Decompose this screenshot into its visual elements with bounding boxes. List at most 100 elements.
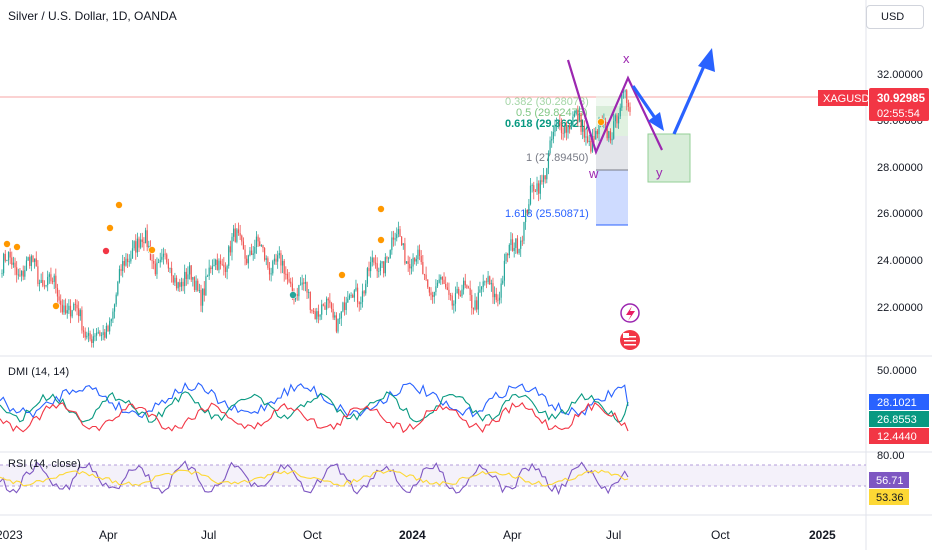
candle-body — [280, 253, 282, 266]
candle-body — [467, 287, 470, 289]
candle-body — [511, 239, 514, 251]
candle-body — [453, 303, 455, 306]
candle-body — [459, 294, 461, 296]
candle-body — [319, 314, 321, 317]
candle-body — [110, 319, 112, 322]
currency-button[interactable]: USD — [866, 5, 924, 29]
candle-body — [133, 241, 135, 249]
time-tick: Apr — [99, 528, 118, 542]
time-tick: Apr — [503, 528, 522, 542]
candle-body — [270, 273, 272, 275]
candle-body — [260, 245, 262, 247]
candle-body — [342, 302, 344, 312]
candle-body — [463, 280, 465, 290]
candle-body — [399, 229, 401, 237]
fib-retracement[interactable]: 0.382 (30.28073) 0.5 (29.82475) 0.618 (2… — [505, 96, 628, 226]
candle-body — [596, 130, 598, 135]
candle-body — [107, 325, 109, 332]
candle-body — [588, 140, 590, 142]
candle-body — [384, 257, 386, 274]
lightning-icon[interactable] — [620, 303, 640, 323]
candle-body — [374, 262, 377, 264]
candle-body — [538, 183, 540, 194]
candle-body — [541, 180, 543, 182]
candle-body — [299, 284, 302, 286]
candle-body — [368, 268, 370, 272]
candle-body — [236, 229, 238, 242]
candle-body — [438, 279, 440, 283]
candle-body — [3, 253, 5, 274]
candle-body — [254, 246, 256, 254]
candle-body — [471, 295, 473, 308]
candle-body — [472, 307, 475, 310]
candle-body — [454, 293, 457, 304]
up-arrow-shaft — [672, 65, 706, 135]
last-price-badge[interactable]: XAGUSD 30.92985 02:55:54 — [818, 88, 929, 121]
candle-body — [415, 259, 417, 262]
candle-body — [552, 131, 554, 140]
candle-body — [78, 308, 80, 317]
candle-body — [25, 260, 28, 271]
candle-body — [554, 124, 556, 132]
down-arrow-head — [648, 112, 664, 131]
candle-body — [58, 296, 60, 301]
candle-body — [35, 258, 37, 267]
candle-body — [534, 191, 536, 193]
candle-body — [516, 238, 519, 253]
candle-body — [182, 281, 184, 287]
candle-body — [179, 282, 181, 287]
candle-body — [74, 303, 77, 305]
candle-body — [169, 268, 171, 269]
candle-body — [582, 127, 584, 132]
candle-body — [143, 241, 145, 244]
candle-body — [156, 262, 158, 275]
candle-body — [414, 257, 416, 262]
candle-body — [130, 258, 132, 262]
candle-body — [547, 153, 550, 169]
candle-body — [627, 102, 629, 107]
candle-body — [16, 267, 18, 275]
candle-body — [526, 209, 528, 213]
candle-body — [523, 222, 525, 241]
candle-body — [60, 300, 62, 305]
candle-body — [247, 255, 249, 264]
candle-body — [38, 282, 41, 284]
candle-body — [505, 253, 507, 261]
target-box[interactable] — [647, 133, 691, 183]
candle-body — [242, 241, 245, 250]
candle-body — [585, 136, 587, 138]
signal-dot — [115, 201, 123, 209]
candle-body — [484, 281, 486, 283]
price-badge-bg — [869, 88, 929, 121]
candle-body — [422, 261, 424, 275]
time-tick: Jul — [201, 528, 216, 542]
candle-body — [184, 271, 186, 287]
price-tick: 28.00000 — [877, 162, 923, 174]
candle-body — [203, 288, 205, 296]
candle-body — [611, 138, 613, 141]
fib-label: 0.5 (29.82475) — [516, 107, 588, 119]
signal-markers — [3, 118, 605, 310]
candle-body — [118, 269, 121, 282]
candle-body — [497, 299, 499, 301]
price-tick: 26.00000 — [877, 208, 923, 220]
wave-path[interactable] — [566, 59, 663, 156]
candle-body — [249, 250, 251, 256]
candle-body — [418, 249, 421, 257]
candle-body — [197, 280, 199, 291]
candle-body — [392, 237, 395, 240]
signal-dot — [148, 246, 156, 254]
candle-body — [4, 253, 6, 261]
us-flag-icon[interactable] — [620, 330, 640, 350]
projection-arrows[interactable] — [631, 48, 715, 135]
candle-body — [489, 276, 491, 285]
symbol-badge-bg — [818, 90, 868, 106]
candle-body — [193, 277, 196, 291]
candle-body — [549, 140, 551, 154]
candle-body — [500, 283, 502, 298]
candle-body — [246, 258, 248, 264]
candle-body — [396, 234, 398, 239]
candle-body — [624, 90, 626, 92]
